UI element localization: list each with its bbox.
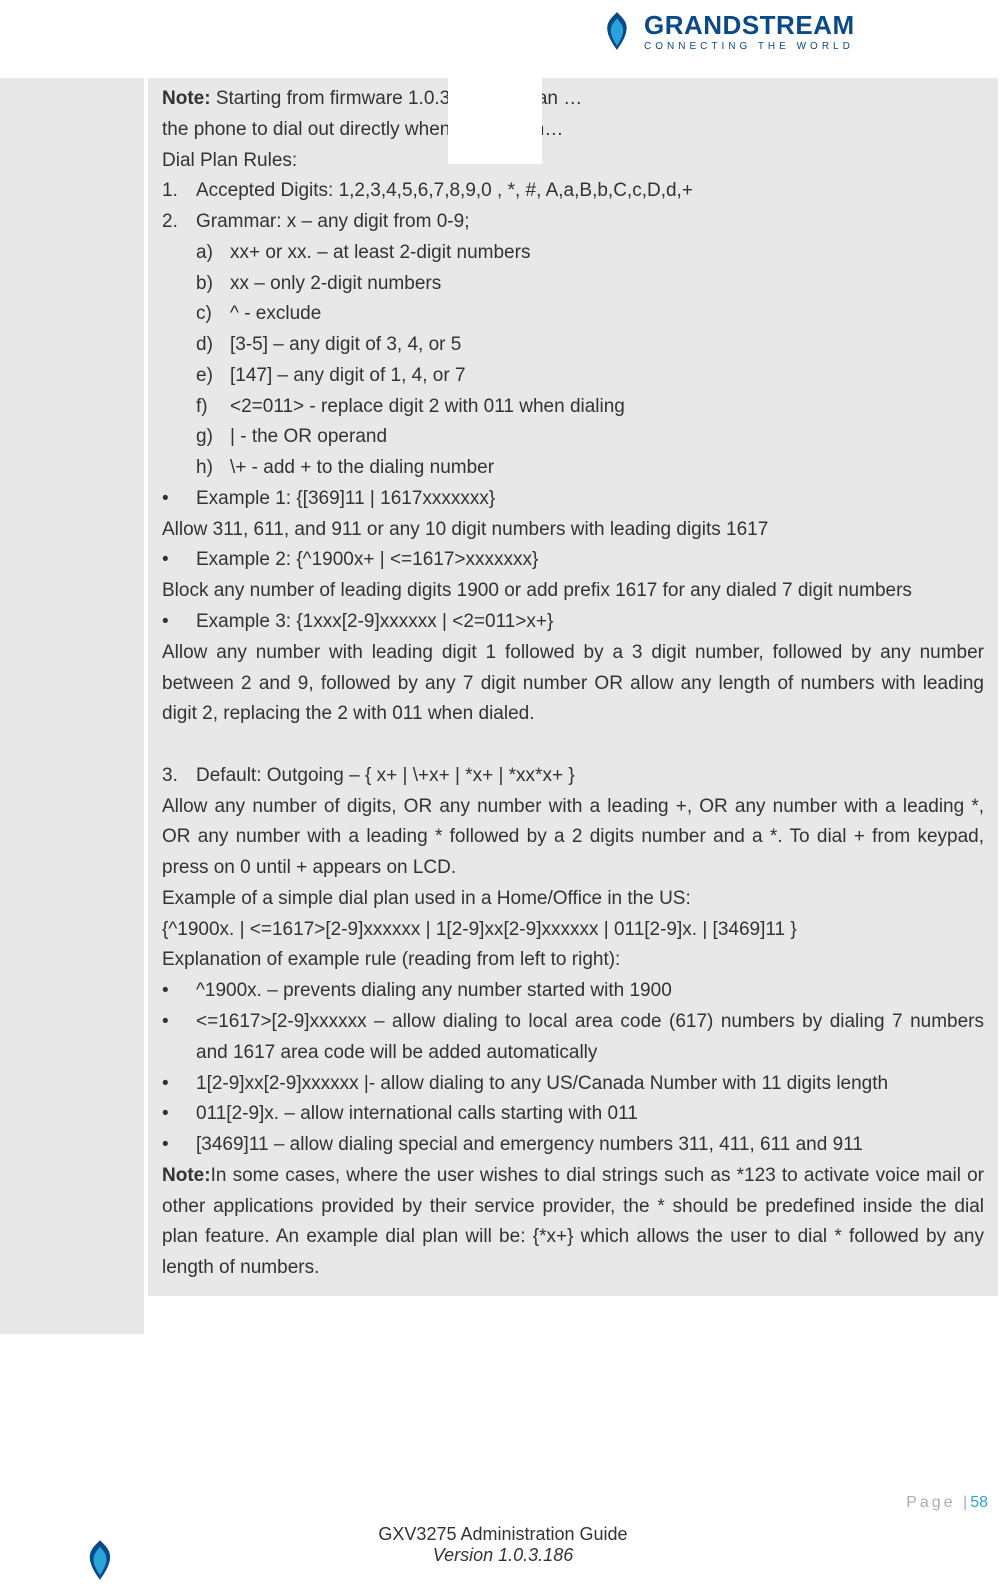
exp-d: 011[2-9]x. – allow international calls s… [162, 1099, 984, 1130]
exp-d-text: 011[2-9]x. – allow international calls s… [196, 1099, 984, 1130]
sub-g-num: g) [196, 422, 230, 453]
note-line1: Note: Starting from firmware 1.0.3.92, d… [162, 84, 984, 115]
sub-c: c)^ - exclude [162, 299, 984, 330]
blank-line [162, 730, 984, 761]
footer: GXV3275 Administration Guide Version 1.0… [0, 1524, 1006, 1566]
example-2-text: Example 2: {^1900x+ | <=1617>xxxxxxx} [196, 545, 984, 576]
example-3: Example 3: {1xxx[2-9]xxxxxx | <2=011>x+} [162, 607, 984, 638]
note-line2: the phone to dial out directly when ther… [162, 115, 984, 146]
footer-version: Version 1.0.3.186 [0, 1545, 1006, 1566]
brand-name: GRANDSTREAM [644, 10, 855, 41]
exp-b-text: <=1617>[2-9]xxxxxx – allow dialing to lo… [196, 1007, 984, 1069]
sub-h-text: \+ - add + to the dialing number [230, 453, 984, 484]
sub-f-text: <2=011> - replace digit 2 with 011 when … [230, 392, 984, 423]
bullet-icon [162, 976, 196, 1007]
rule-2-num: 2. [162, 207, 196, 238]
home-office-title: Example of a simple dial plan used in a … [162, 884, 984, 915]
sub-f-num: f) [196, 392, 230, 423]
sub-c-text: ^ - exclude [230, 299, 984, 330]
example-1-desc: Allow 311, 611, and 911 or any 10 digit … [162, 515, 984, 546]
footer-title: GXV3275 Administration Guide [0, 1524, 1006, 1545]
rule-1: 1. Accepted Digits: 1,2,3,4,5,6,7,8,9,0 … [162, 176, 984, 207]
exp-a: ^1900x. – prevents dialing any number st… [162, 976, 984, 1007]
left-grey-column [0, 78, 144, 1334]
sub-d-text: [3-5] – any digit of 3, 4, or 5 [230, 330, 984, 361]
bullet-icon [162, 1130, 196, 1161]
sub-b-text: xx – only 2-digit numbers [230, 269, 984, 300]
example-3-desc: Allow any number with leading digit 1 fo… [162, 638, 984, 730]
sub-b-num: b) [196, 269, 230, 300]
page-number: 58 [970, 1494, 988, 1511]
note2: Note:In some cases, where the user wishe… [162, 1161, 984, 1284]
rule-2: 2. Grammar: x – any digit from 0-9; [162, 207, 984, 238]
rule-3: 3. Default: Outgoing – { x+ | \+x+ | *x+… [162, 761, 984, 792]
bullet-icon [162, 607, 196, 638]
brand-tagline: CONNECTING THE WORLD [644, 41, 855, 52]
brand-logo: GRANDSTREAM CONNECTING THE WORLD [596, 6, 1006, 56]
explanation-title: Explanation of example rule (reading fro… [162, 945, 984, 976]
sub-e: e)[147] – any digit of 1, 4, or 7 [162, 361, 984, 392]
example-1-text: Example 1: {[369]11 | 1617xxxxxxx} [196, 484, 984, 515]
exp-c-text: 1[2-9]xx[2-9]xxxxxx |- allow dialing to … [196, 1069, 984, 1100]
sub-c-num: c) [196, 299, 230, 330]
page-label: Page | [906, 1494, 970, 1511]
white-cutout [448, 78, 542, 164]
sub-d-num: d) [196, 330, 230, 361]
bullet-icon [162, 484, 196, 515]
note2-label: Note: [162, 1165, 211, 1186]
rule-2-text: Grammar: x – any digit from 0-9; [196, 207, 984, 238]
sub-d: d)[3-5] – any digit of 3, 4, or 5 [162, 330, 984, 361]
sub-a: a)xx+ or xx. – at least 2-digit numbers [162, 238, 984, 269]
grandstream-footer-icon [78, 1538, 122, 1582]
grandstream-mark-icon [596, 10, 638, 52]
sub-a-num: a) [196, 238, 230, 269]
bullet-icon [162, 1007, 196, 1069]
rule-3-num: 3. [162, 761, 196, 792]
exp-e: [3469]11 – allow dialing special and eme… [162, 1130, 984, 1161]
rule-1-text: Accepted Digits: 1,2,3,4,5,6,7,8,9,0 , *… [196, 176, 984, 207]
exp-a-text: ^1900x. – prevents dialing any number st… [196, 976, 984, 1007]
bullet-icon [162, 1069, 196, 1100]
exp-e-text: [3469]11 – allow dialing special and eme… [196, 1130, 984, 1161]
example-2-desc: Block any number of leading digits 1900 … [162, 576, 984, 607]
main-content: Note: Starting from firmware 1.0.3.92, d… [148, 78, 998, 1296]
sub-b: b)xx – only 2-digit numbers [162, 269, 984, 300]
rule-1-num: 1. [162, 176, 196, 207]
sub-g: g)| - the OR operand [162, 422, 984, 453]
sub-a-text: xx+ or xx. – at least 2-digit numbers [230, 238, 984, 269]
note2-text: In some cases, where the user wishes to … [162, 1165, 984, 1278]
example-1: Example 1: {[369]11 | 1617xxxxxxx} [162, 484, 984, 515]
dial-plan-rules-title: Dial Plan Rules: [162, 146, 984, 177]
exp-c: 1[2-9]xx[2-9]xxxxxx |- allow dialing to … [162, 1069, 984, 1100]
example-2: Example 2: {^1900x+ | <=1617>xxxxxxx} [162, 545, 984, 576]
bullet-icon [162, 1099, 196, 1130]
example-3-text: Example 3: {1xxx[2-9]xxxxxx | <2=011>x+} [196, 607, 984, 638]
sub-h: h)\+ - add + to the dialing number [162, 453, 984, 484]
sub-e-num: e) [196, 361, 230, 392]
rule-3-text: Default: Outgoing – { x+ | \+x+ | *x+ | … [196, 761, 984, 792]
sub-h-num: h) [196, 453, 230, 484]
exp-b: <=1617>[2-9]xxxxxx – allow dialing to lo… [162, 1007, 984, 1069]
rule-3-desc: Allow any number of digits, OR any numbe… [162, 792, 984, 884]
sub-g-text: | - the OR operand [230, 422, 984, 453]
home-office-rule: {^1900x. | <=1617>[2-9]xxxxxx | 1[2-9]xx… [162, 915, 984, 946]
sub-f: f)<2=011> - replace digit 2 with 011 whe… [162, 392, 984, 423]
bullet-icon [162, 545, 196, 576]
sub-e-text: [147] – any digit of 1, 4, or 7 [230, 361, 984, 392]
note-label: Note: [162, 88, 211, 109]
page-indicator: Page |58 [906, 1494, 988, 1512]
